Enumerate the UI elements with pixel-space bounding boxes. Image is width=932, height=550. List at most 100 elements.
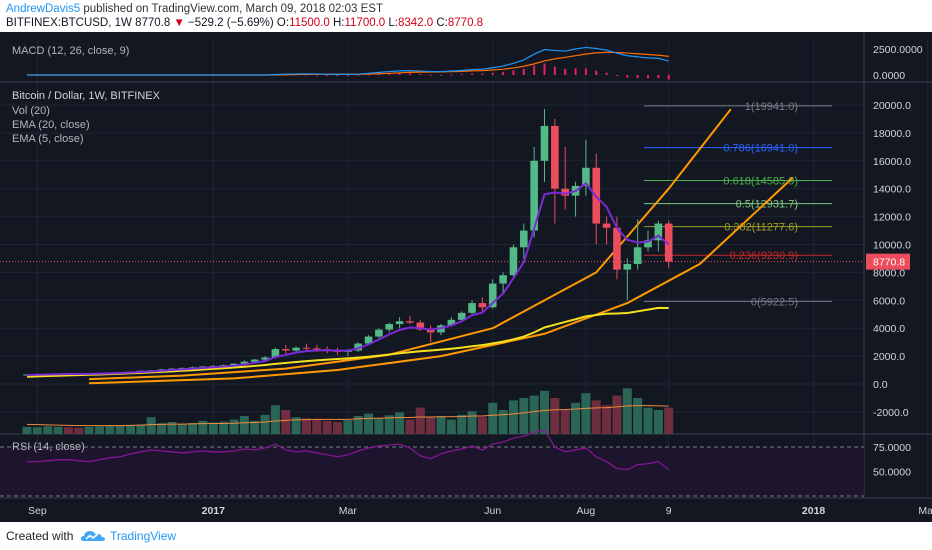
- rsi-tick-label: 75.0000: [873, 442, 911, 454]
- high-label: H:: [329, 17, 345, 29]
- macd-histogram-bar: [574, 68, 577, 75]
- tradingview-cloud-icon: [81, 531, 105, 541]
- price-tick-label: 8000.0: [873, 267, 905, 279]
- macd-panel: MACD (12, 26, close, 9) 0.0000 2500.0000: [12, 44, 923, 82]
- macd-histogram-bar: [336, 75, 339, 76]
- macd-title: MACD (12, 26, close, 9): [12, 45, 129, 57]
- volume-bar: [384, 415, 394, 434]
- down-arrow-icon: ▼: [173, 17, 185, 29]
- chart-background: [0, 32, 932, 522]
- volume-bar: [167, 422, 177, 434]
- candle-body: [633, 247, 642, 265]
- volume-bar: [115, 425, 125, 434]
- volume-bar: [32, 427, 42, 434]
- candle-body: [406, 321, 414, 323]
- candle-body: [426, 329, 435, 333]
- close-label: C:: [433, 17, 448, 29]
- macd-histogram-bar: [398, 73, 401, 75]
- low-label: L:: [385, 17, 398, 29]
- volume-bar: [301, 418, 311, 434]
- macd-tick-label: 0.0000: [873, 70, 905, 82]
- candle-body: [364, 336, 373, 344]
- macd-line: [27, 46, 669, 76]
- volume-bar: [229, 419, 239, 434]
- candle-body: [488, 283, 497, 308]
- last-price-badge: [866, 253, 910, 270]
- candle-body: [416, 322, 425, 330]
- volume-bar: [664, 407, 674, 434]
- candle-body: [613, 227, 621, 270]
- tradingview-brand-link[interactable]: TradingView: [110, 529, 177, 543]
- price-tick-label: 20000.0: [873, 100, 911, 112]
- macd-histogram-bar: [491, 72, 494, 75]
- volume-bar: [395, 412, 405, 434]
- candle-body: [281, 349, 290, 351]
- volume-bar: [540, 390, 549, 434]
- volume-bar: [457, 414, 467, 434]
- volume-bar: [571, 402, 581, 434]
- high-value: 11700.0: [344, 17, 386, 29]
- time-tick-label: Sep: [28, 505, 47, 517]
- macd-histogram-bar: [595, 70, 598, 75]
- footer: Created with TradingView: [0, 522, 932, 550]
- low-value: 8342.0: [398, 17, 434, 29]
- volume-bar: [146, 417, 156, 434]
- time-tick-label: Jun: [484, 505, 501, 517]
- macd-histogram-bar: [408, 73, 411, 75]
- volume-bar: [591, 400, 601, 434]
- volume-bar: [446, 419, 456, 434]
- candle-body: [509, 247, 518, 276]
- created-with-text: Created with: [6, 529, 74, 543]
- open-value: 11500.0: [289, 17, 330, 29]
- volume-bar: [467, 411, 477, 434]
- volume-bar: [529, 395, 539, 434]
- macd-histogram-bar: [584, 68, 587, 75]
- candle-body: [375, 329, 383, 337]
- volume-bar: [188, 422, 198, 434]
- macd-histogram-bar: [388, 73, 391, 75]
- price-tick-label: 2000.0: [873, 351, 905, 363]
- price-change: −529.2 (−5.69%): [184, 17, 274, 29]
- author-link[interactable]: AndrewDavis5: [6, 3, 81, 15]
- macd-histogram-bar: [667, 75, 670, 80]
- volume-bar: [364, 413, 374, 434]
- volume-bar: [43, 426, 53, 434]
- rsi-tick-label: 50.0000: [873, 467, 911, 479]
- volume-bar: [291, 417, 301, 434]
- volume-bar: [415, 407, 425, 434]
- btc-chart[interactable]: MACD (12, 26, close, 9) 0.0000 2500.0000 1(…: [0, 32, 932, 522]
- candle-body: [457, 312, 466, 320]
- fib-label: 0.5(12931.7): [736, 199, 798, 211]
- volume-ma-line: [26, 405, 669, 427]
- time-tick-label: Mar: [339, 505, 358, 517]
- volume-bar: [633, 398, 643, 434]
- volume-bar: [622, 388, 632, 434]
- price-tick-label: 0.0: [873, 379, 888, 391]
- candle-body: [623, 264, 632, 270]
- macd-histogram-bar: [326, 74, 329, 76]
- indicator-legend: EMA (5, close): [12, 133, 84, 145]
- time-tick-label: 2017: [202, 505, 226, 517]
- candle-body: [271, 349, 280, 358]
- volume-bar: [177, 423, 187, 434]
- close-value: 8770.8: [447, 17, 484, 29]
- indicator-legend: Vol (20): [12, 105, 50, 117]
- fib-label: 0.618(14585.9): [723, 176, 798, 188]
- volume-bars: [22, 388, 674, 434]
- time-tick-label: Mar: [918, 505, 932, 517]
- fib-label: 0(5922.5): [751, 296, 798, 308]
- price-panel: 1(19941.0) 0.786(16941.0) 0.618(14585.9) 0.…: [0, 90, 911, 434]
- volume-bar: [157, 423, 167, 434]
- price-tick-label: -2000.0: [873, 407, 909, 419]
- candle-body: [561, 188, 569, 196]
- publish-header: AndrewDavis5 published on TradingView.co…: [0, 0, 932, 32]
- candle-body: [499, 275, 507, 284]
- macd-histogram-bar: [553, 66, 556, 75]
- macd-histogram-bar: [481, 73, 484, 75]
- volume-bar: [53, 426, 63, 434]
- macd-histogram-bar: [367, 74, 370, 76]
- macd-histogram-bar: [346, 75, 349, 76]
- candle-body: [230, 363, 238, 366]
- volume-bar: [643, 407, 653, 434]
- price-tick-label: 6000.0: [873, 295, 905, 307]
